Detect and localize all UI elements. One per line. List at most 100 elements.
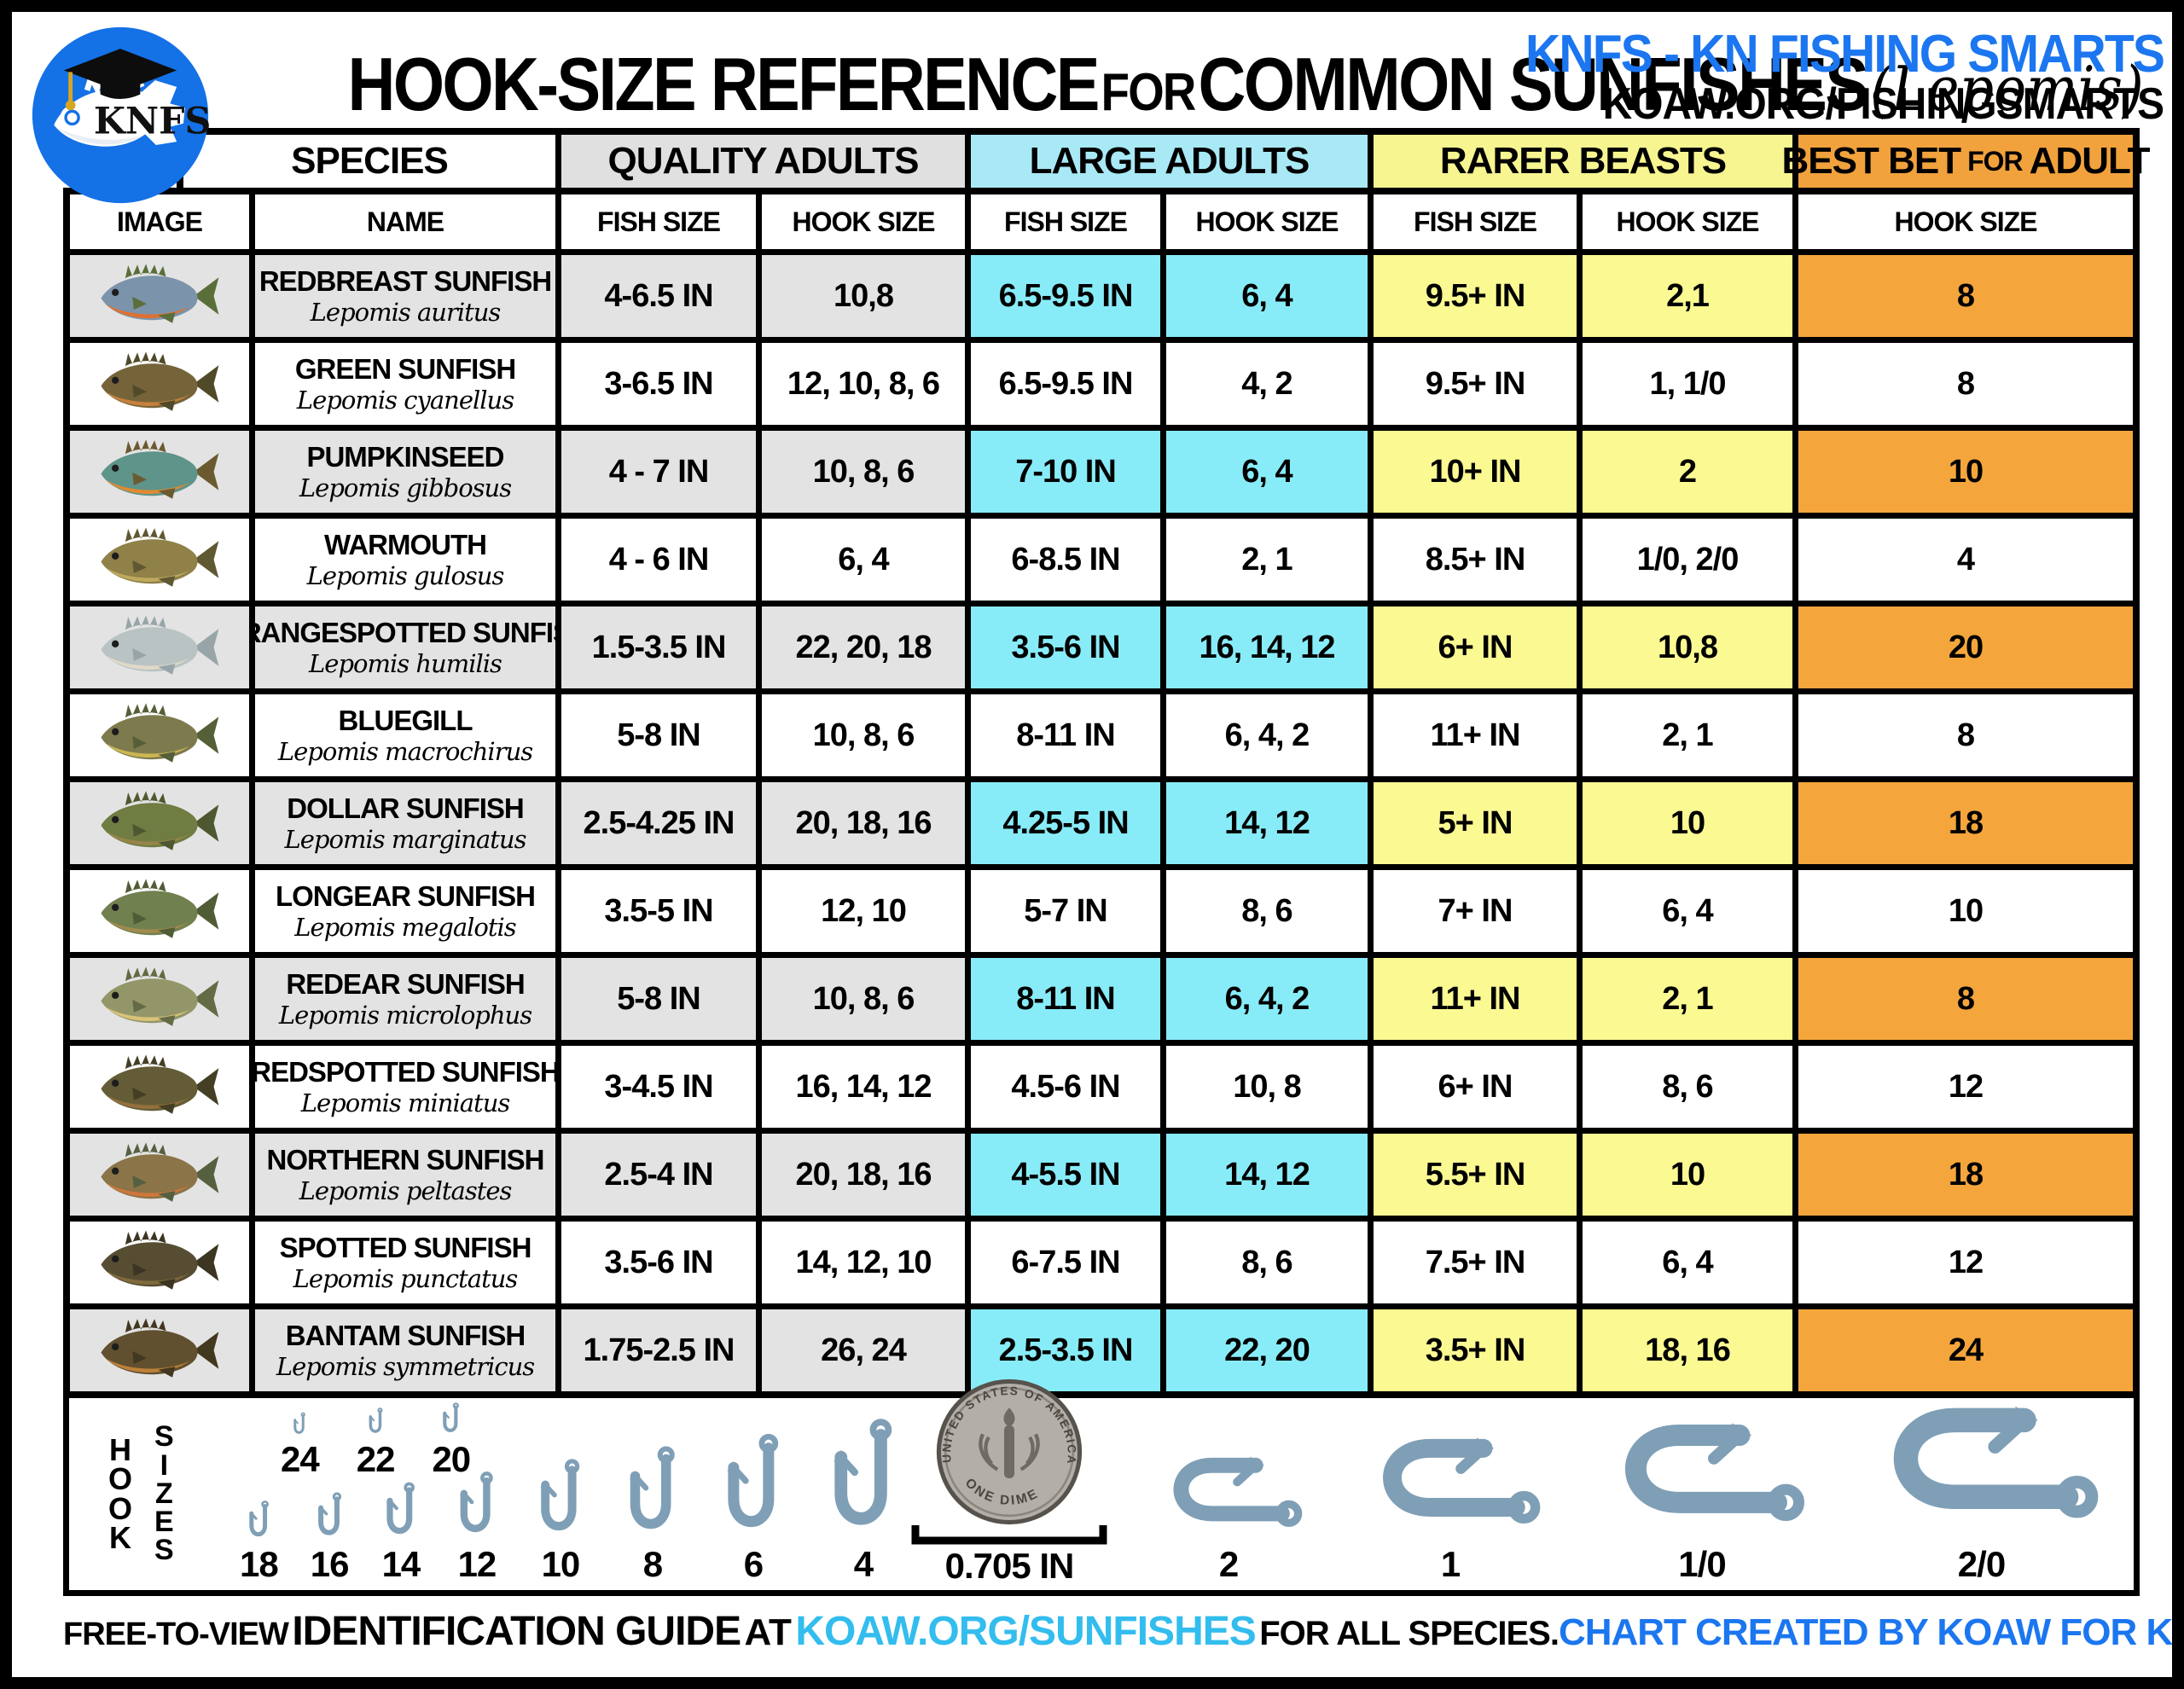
rarer-beasts-hook-size: 18, 16 [1583,1309,1792,1391]
rarer-beasts-hook-size: 2, 1 [1583,694,1792,776]
best-bet-hook-size: 18 [1798,1134,2133,1216]
rarer-beasts-hook-size: 6, 4 [1583,1222,1792,1303]
quality-adults-hook-size: 20, 18, 16 [762,1134,965,1216]
fish-image [70,958,249,1040]
species-common-name: REDBREAST SUNFISH [258,264,552,297]
quality-adults-fish-size: 4 - 6 IN [561,519,756,601]
fish-image [70,1309,249,1391]
hook-size-item: 10 [532,1457,588,1585]
quality-adults-hook-size: 6, 4 [762,519,965,601]
species-scientific-name: Lepomis macrochirus [277,736,533,766]
large-adults-fish-size: 5-7 IN [971,870,1160,952]
species-name-cell: WARMOUTH Lepomis gulosus [255,519,555,601]
species-scientific-name: Lepomis symmetricus [276,1351,535,1381]
hook-size-label: 22 [356,1439,396,1479]
quality-adults-fish-size: 3-4.5 IN [561,1046,756,1128]
quality-adults-fish-size: 4 - 7 IN [561,431,756,513]
species-name-cell: LONGEAR SUNFISH Lepomis megalotis [255,870,555,952]
large-adults-fish-size: 6-7.5 IN [971,1222,1160,1303]
fishing-hook-icon [1173,1456,1302,1527]
species-common-name: REDSPOTTED SUNFISH [255,1055,555,1088]
col-header-best-hook-size: HOOK SIZE [1798,194,2133,249]
hook-size-label: 24 [281,1439,320,1479]
rarer-beasts-fish-size: 9.5+ IN [1374,343,1577,425]
best-bet-hook-size: 8 [1798,255,2133,337]
species-common-name: BANTAM SUNFISH [285,1319,526,1351]
quality-adults-fish-size: 3.5-5 IN [561,870,756,952]
fish-image [70,782,249,864]
hook-size-item: 16 [311,1491,349,1585]
large-adults-fish-size: 4-5.5 IN [971,1134,1160,1216]
species-scientific-name: Lepomis marginatus [284,824,527,854]
fishing-hook-icon [293,1412,306,1434]
fish-illustration [101,879,219,938]
species-common-name: DOLLAR SUNFISH [287,792,524,824]
large-hook-item: 2 [1152,1441,1305,1585]
hook-size-label: 1 [1440,1544,1461,1584]
col-header-qa-hook-size: HOOK SIZE [762,194,965,249]
large-adults-fish-size: 7-10 IN [971,431,1160,513]
quality-adults-fish-size: 5-8 IN [561,694,756,776]
best-bet-hook-size: 8 [1798,694,2133,776]
species-scientific-name: Lepomis microlophus [278,1000,532,1030]
species-scientific-name: Lepomis auritus [310,297,502,327]
rarer-beasts-fish-size: 8.5+ IN [1374,519,1577,601]
species-scientific-name: Lepomis humilis [309,648,502,678]
large-hooks-row: 2 1 1/0 2/0 [1152,1382,2103,1585]
fish-illustration [101,1142,219,1202]
fishing-hook-icon [386,1482,415,1535]
hook-size-label: 2/0 [1957,1544,2006,1584]
fishing-hook-icon [1382,1437,1540,1524]
col-header-name: NAME [255,194,555,249]
quality-adults-fish-size: 2.5-4.25 IN [561,782,756,864]
species-hook-table: IMAGE NAME FISH SIZE HOOK SIZE FISH SIZE… [63,188,2140,1398]
quality-adults-hook-size: 22, 20, 18 [762,607,965,688]
quality-adults-fish-size: 3-6.5 IN [561,343,756,425]
dime-scale-reference: UNITED STATES OF AMERICA ONE DIME 0.705 … [881,1378,1137,1587]
best-bet-hook-size: 8 [1798,343,2133,425]
quality-adults-fish-size: 2.5-4 IN [561,1134,756,1216]
best-bet-part3: ADULT [2029,140,2151,182]
best-bet-hook-size: 10 [1798,870,2133,952]
fishing-hook-icon [248,1500,269,1537]
footer-identification-guide: IDENTIFICATION GUIDE [292,1609,741,1654]
rarer-beasts-hook-size: 1/0, 2/0 [1583,519,1792,601]
brand-url[interactable]: KOAW.ORG/FISHINGSMARTS [1602,79,2164,130]
hook-size-item: 20 [432,1402,471,1480]
logo-text: KNFS [94,100,212,142]
large-hook-item: 1 [1356,1419,1544,1585]
quality-adults-hook-size: 10,8 [762,255,965,337]
large-adults-fish-size: 4.25-5 IN [971,782,1160,864]
dime-width-label: 0.705 IN [944,1546,1075,1586]
fishing-hook-icon [443,1402,460,1432]
footer-sunfishes-link[interactable]: KOAW.ORG/SUNFISHES [795,1609,1256,1654]
hook-size-item: 6 [717,1431,789,1585]
rarer-beasts-fish-size: 7.5+ IN [1374,1222,1577,1303]
col-header-rb-fish-size: FISH SIZE [1374,194,1577,249]
page-title: HOOK-SIZE REFERENCE FOR COMMON SUNFISHES… [225,41,2144,128]
species-name-cell: DOLLAR SUNFISH Lepomis marginatus [255,782,555,864]
fish-illustration [101,703,219,763]
large-adults-hook-size: 22, 20 [1166,1309,1368,1391]
species-scientific-name: Lepomis punctatus [293,1263,519,1293]
large-adults-hook-size: 8, 6 [1166,870,1368,952]
quality-adults-hook-size: 26, 24 [762,1309,965,1391]
group-header-row: SPECIES QUALITY ADULTS LARGE ADULTS RARE… [177,128,2150,188]
quality-adults-hook-size: 20, 18, 16 [762,782,965,864]
large-hook-item: 2/0 [1860,1382,2103,1585]
best-bet-hook-size: 10 [1798,431,2133,513]
species-scientific-name: Lepomis megalotis [294,912,516,942]
fishing-hook-icon [630,1446,676,1529]
species-common-name: NORTHERN SUNFISH [266,1143,544,1175]
species-common-name: WARMOUTH [324,528,487,560]
rarer-beasts-fish-size: 5+ IN [1374,782,1577,864]
quality-adults-hook-size: 14, 12, 10 [762,1222,965,1303]
quality-adults-fish-size: 5-8 IN [561,958,756,1040]
hook-size-label: 20 [432,1439,471,1479]
footer-at: AT [744,1611,792,1653]
hook-size-item: 14 [380,1481,421,1585]
large-adults-fish-size: 6.5-9.5 IN [971,255,1160,337]
fish-illustration [101,351,219,411]
